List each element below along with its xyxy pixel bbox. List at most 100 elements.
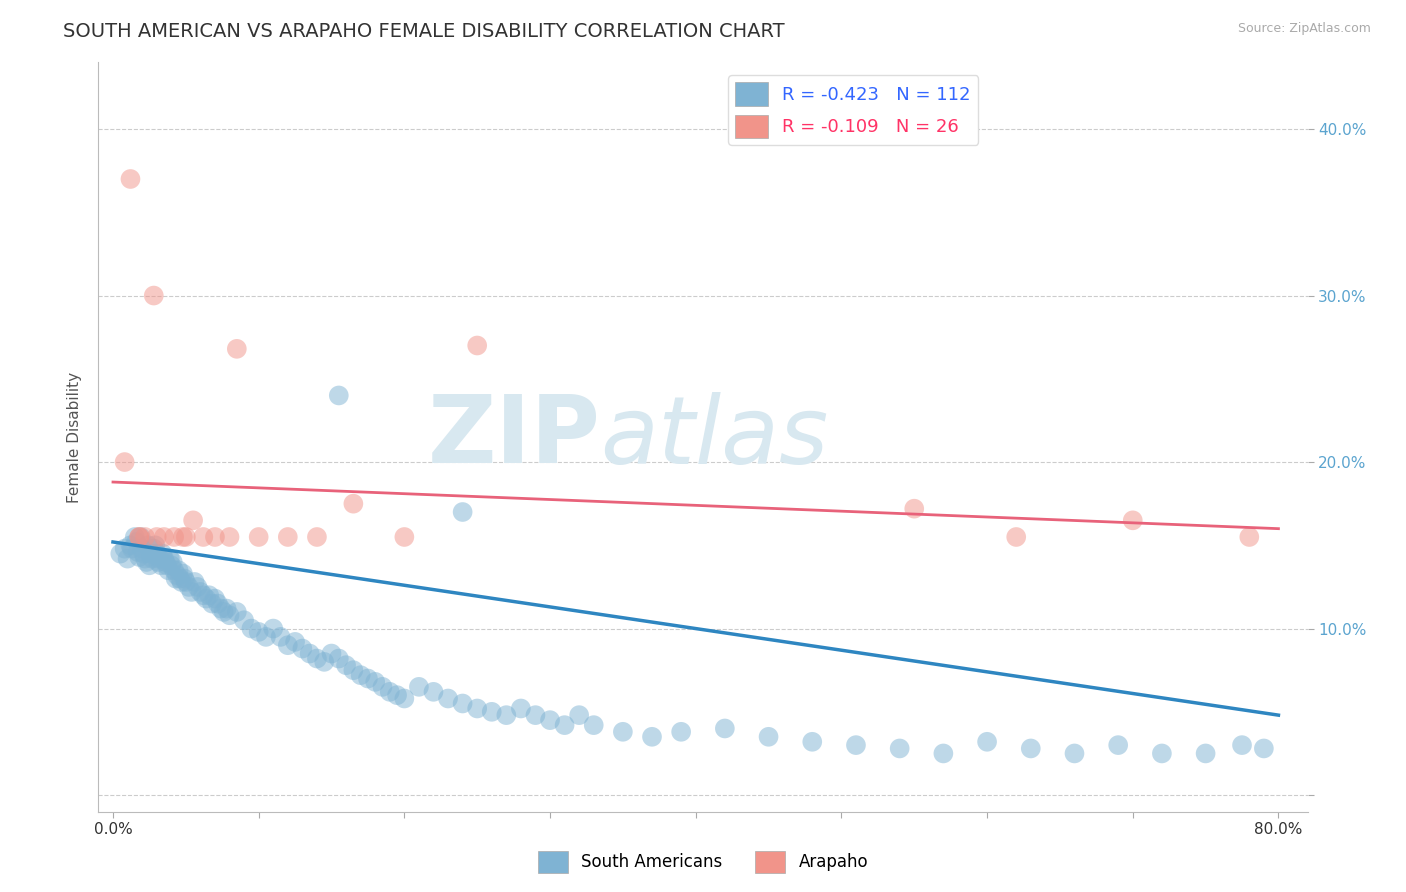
Point (422, 685, 444, 699)
Point (408, 680, 430, 694)
Point (174, 530, 197, 544)
Point (177, 580, 200, 594)
Point (669, 724, 692, 739)
Point (465, 701, 488, 715)
Point (128, 530, 150, 544)
Point (714, 722, 737, 736)
Point (163, 563, 186, 577)
Point (120, 538, 142, 552)
Point (554, 718, 576, 732)
Point (163, 530, 186, 544)
Point (110, 547, 132, 561)
Point (845, 738, 868, 752)
Point (305, 651, 328, 665)
Point (204, 591, 226, 606)
Point (172, 530, 194, 544)
Point (509, 701, 531, 715)
Point (378, 685, 401, 699)
Point (135, 555, 157, 569)
Point (173, 572, 195, 586)
Point (117, 551, 139, 566)
Point (114, 455, 136, 469)
Point (190, 585, 212, 599)
Point (153, 530, 176, 544)
Point (976, 735, 998, 749)
Point (159, 551, 181, 566)
Point (889, 741, 911, 756)
Point (131, 541, 153, 556)
Point (195, 591, 218, 606)
Point (157, 563, 180, 577)
Point (141, 551, 163, 566)
Point (128, 549, 150, 564)
Point (932, 747, 955, 761)
Point (139, 547, 162, 561)
Point (394, 691, 416, 706)
Point (350, 668, 373, 682)
Point (132, 547, 155, 561)
Point (1005, 530, 1028, 544)
Point (183, 574, 205, 589)
Point (328, 388, 350, 402)
Point (136, 538, 159, 552)
Legend: R = -0.423   N = 112, R = -0.109   N = 26: R = -0.423 N = 112, R = -0.109 N = 26 (728, 75, 979, 145)
Point (114, 541, 136, 556)
Text: ZIP: ZIP (427, 391, 600, 483)
Legend: South Americans, Arapaho: South Americans, Arapaho (531, 845, 875, 880)
Point (134, 530, 156, 544)
Point (342, 497, 364, 511)
Point (127, 545, 149, 559)
Point (254, 630, 277, 644)
Point (1107, 738, 1129, 752)
Point (143, 538, 166, 552)
Point (129, 530, 152, 544)
Point (298, 647, 321, 661)
Point (162, 555, 184, 569)
Point (240, 622, 263, 636)
Point (385, 688, 408, 702)
Point (153, 551, 176, 566)
Point (193, 530, 215, 544)
Point (247, 624, 270, 639)
Point (193, 588, 215, 602)
Point (169, 572, 191, 586)
Point (167, 563, 190, 577)
Point (155, 555, 177, 569)
Point (125, 535, 148, 549)
Point (120, 172, 142, 186)
Point (145, 547, 167, 561)
Point (465, 338, 488, 352)
Point (225, 342, 247, 356)
Point (181, 513, 204, 527)
Point (538, 713, 561, 727)
Point (481, 705, 503, 719)
Point (218, 608, 240, 623)
Point (124, 530, 146, 544)
Point (121, 541, 143, 556)
Point (233, 613, 256, 627)
Point (262, 622, 284, 636)
Point (357, 672, 380, 686)
Point (1239, 530, 1261, 544)
Point (801, 735, 824, 749)
Point (612, 724, 634, 739)
Point (166, 568, 188, 582)
Point (212, 605, 235, 619)
Point (641, 730, 664, 744)
Point (215, 601, 238, 615)
Point (305, 530, 328, 544)
Point (146, 555, 169, 569)
Point (152, 547, 174, 561)
Point (145, 530, 167, 544)
Point (451, 505, 474, 519)
Point (209, 601, 232, 615)
Point (134, 551, 156, 566)
Point (495, 708, 517, 723)
Point (314, 655, 336, 669)
Point (1230, 738, 1253, 752)
Point (328, 651, 350, 665)
Point (201, 597, 224, 611)
Point (321, 647, 343, 661)
Point (186, 580, 208, 594)
Point (371, 680, 394, 694)
